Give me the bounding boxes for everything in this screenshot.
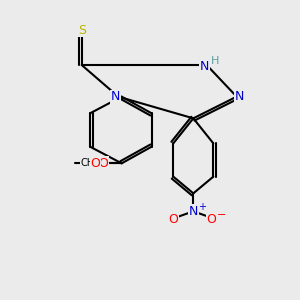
Text: H: H [211, 56, 219, 66]
Text: S: S [78, 24, 86, 37]
Text: N: N [200, 59, 209, 73]
Text: N: N [189, 205, 198, 218]
Text: +: + [198, 202, 206, 212]
Text: O: O [99, 157, 109, 170]
Text: O: O [91, 157, 100, 170]
Text: O: O [206, 213, 216, 226]
Text: O: O [168, 213, 178, 226]
Text: N: N [111, 90, 120, 103]
Text: CH₃: CH₃ [81, 158, 99, 168]
Text: N: N [235, 90, 244, 103]
Text: −: − [217, 210, 227, 220]
